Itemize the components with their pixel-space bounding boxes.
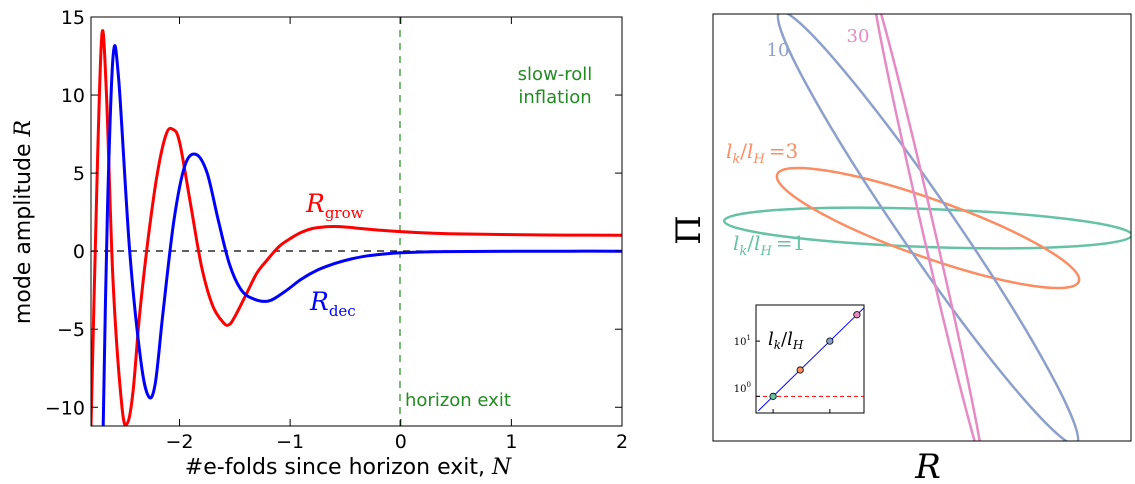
x-tick-label: −1 (276, 431, 304, 453)
left-axes-frame (90, 16, 623, 427)
x-tick-label: −2 (165, 431, 193, 453)
x-tick-label: 1 (505, 431, 517, 453)
y-tick-label: −5 (57, 319, 85, 341)
y-tick-label: 10 (61, 85, 85, 107)
inset-content (756, 307, 865, 413)
y-tick-label: 5 (73, 163, 85, 185)
dec-series-label: Rdec (309, 287, 356, 320)
ellipse-lk-lh-10 (776, 14, 1080, 441)
inset-y-label: lk/lH (768, 329, 804, 352)
x-tick-label: 0 (395, 431, 407, 453)
inset-fit-line (758, 307, 865, 412)
ellipse-label-1: lk/lH =1 (733, 231, 805, 259)
right-y-axis-label: Π (669, 215, 709, 245)
inset-ytick-10-1: 101 (734, 334, 751, 348)
dec-curve (101, 44, 622, 426)
inset-point (796, 366, 804, 374)
ellipse-label-3: lk/lH =3 (726, 139, 798, 167)
y-tick-label: 15 (61, 7, 85, 29)
right-axes-frame (712, 13, 1132, 442)
right-x-axis-label: R (914, 447, 941, 484)
ellipse-label-30: 30 (847, 26, 870, 47)
right-chart: 10 30 lk/lH =3 lk/lH =1 R Π lk/lH 101 100 (669, 13, 1132, 484)
inset-point (826, 337, 834, 345)
ellipse-label-10: 10 (767, 40, 790, 61)
inset-chart: lk/lH 101 100 (734, 304, 865, 414)
y-tick-label: 0 (73, 241, 85, 263)
left-plot-area (91, 17, 622, 426)
ellipse-lk-lh-3 (775, 166, 1081, 290)
inflation-label: inflation (518, 87, 591, 108)
inset-ytick-10-0: 100 (734, 381, 751, 395)
inset-point (769, 392, 777, 400)
horizon-exit-label: horizon exit (405, 390, 511, 411)
grow-curve (91, 29, 622, 426)
left-y-axis-label: mode amplitude R (11, 120, 36, 324)
inset-point (853, 311, 861, 319)
grow-series-label: Rgrow (305, 189, 364, 222)
y-tick-label: −10 (45, 397, 85, 419)
right-plot-area (722, 14, 1131, 441)
ellipse-lk-lh-30 (872, 14, 984, 441)
left-x-axis-label: #e-folds since horizon exit, N (185, 455, 512, 480)
x-tick-label: 2 (616, 431, 628, 453)
slow-roll-label: slow-roll (518, 64, 593, 85)
